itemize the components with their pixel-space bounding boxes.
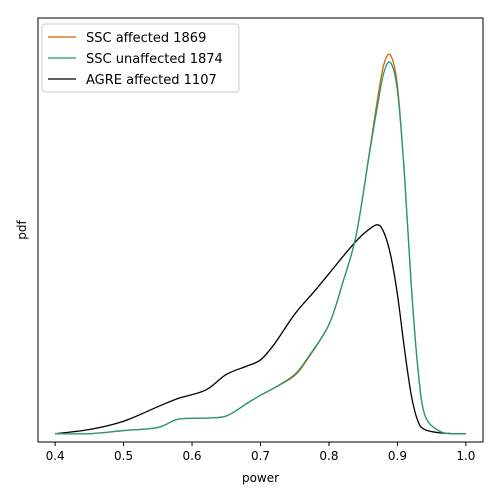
series-lines [55,54,466,434]
series-line-2 [55,62,466,434]
x-tick-label: 0.4 [46,449,65,463]
x-tick-label: 0.6 [182,449,201,463]
x-tick-label: 1.0 [456,449,475,463]
series-line-3 [55,225,466,434]
x-tick-label: 0.5 [114,449,133,463]
legend: SSC affected 1869 SSC unaffected 1874 AGRE… [42,24,239,92]
legend-entry-label: SSC unaffected 1874 [86,52,223,67]
legend-entry-label: SSC affected 1869 [86,31,206,46]
series-line-1 [55,54,466,434]
y-axis-label: pdf [15,220,29,240]
x-axis: 0.4 0.5 0.6 0.7 0.8 0.9 1.0 [46,442,476,463]
x-tick-label: 0.7 [251,449,270,463]
x-tick-label: 0.9 [388,449,407,463]
legend-entry-label: AGRE affected 1107 [86,73,217,88]
x-tick-label: 0.8 [319,449,338,463]
x-axis-label: power [242,471,279,485]
